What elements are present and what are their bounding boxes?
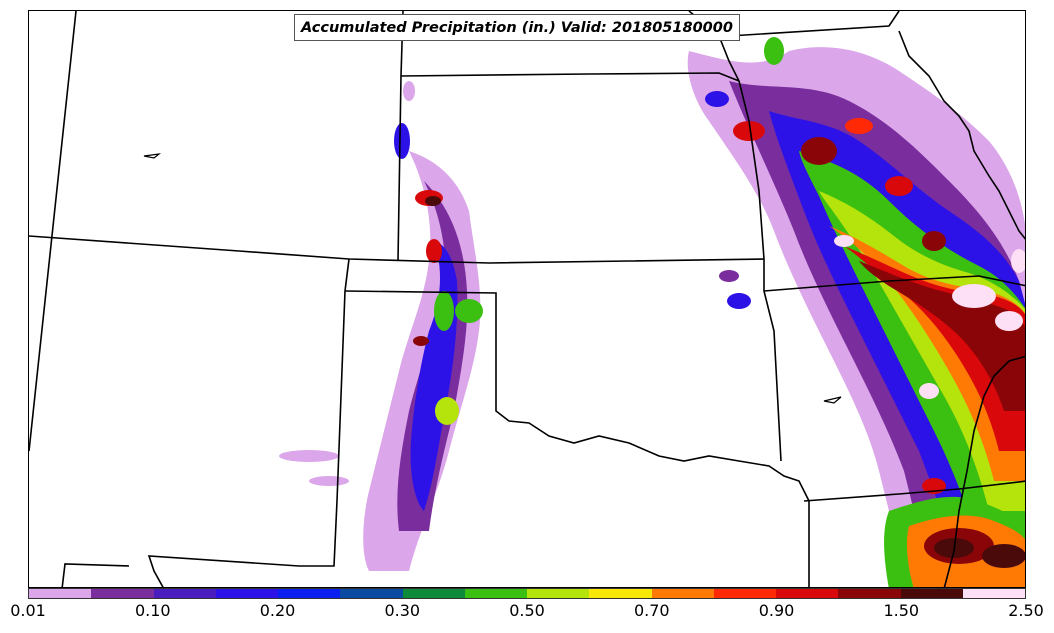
colorbar-tick-label: 0.50 [509,601,545,620]
colorbar-tick-label: 0.70 [633,601,670,620]
precipitation-map [29,11,1025,587]
colorbar-tick-label: 0.90 [758,601,795,620]
colorbar-tick-label: 0.01 [10,601,46,620]
colorbar-swatch [838,589,901,598]
colorbar-swatch [962,589,1025,598]
colorbar-swatch [527,589,590,598]
map-panel [28,10,1026,588]
map-title: Accumulated Precipitation (in.) Valid: 2… [294,14,740,41]
colorbar-swatch [340,589,403,598]
colorbar-swatch [713,589,776,598]
colorbar-tick-label: 0.20 [259,601,296,620]
colorbar-tick-labels: 0.01 0.10 0.20 0.30 0.50 0.70 0.90 1.50 2.50 [0,601,1054,627]
colorbar-swatch [464,589,527,598]
colorbar-swatch [153,589,216,598]
colorbar-swatch [215,589,278,598]
colorbar-swatch [91,589,154,598]
precipitation-colorbar [28,588,1026,599]
colorbar-tick-label: 0.10 [134,601,171,620]
colorbar-tick-label: 2.50 [1008,601,1044,620]
colorbar-swatch [29,589,92,598]
colorbar-swatch [776,589,839,598]
precipitation-field [279,37,1025,587]
colorbar-tick-label: 0.30 [384,601,421,620]
colorbar-swatch [651,589,714,598]
colorbar-tick-label: 1.50 [883,601,920,620]
colorbar-swatch [589,589,652,598]
colorbar-swatch [278,589,341,598]
colorbar-swatch [900,589,963,598]
state-boundaries [29,11,1025,587]
lake-outlines [143,153,842,404]
colorbar-swatch [402,589,465,598]
